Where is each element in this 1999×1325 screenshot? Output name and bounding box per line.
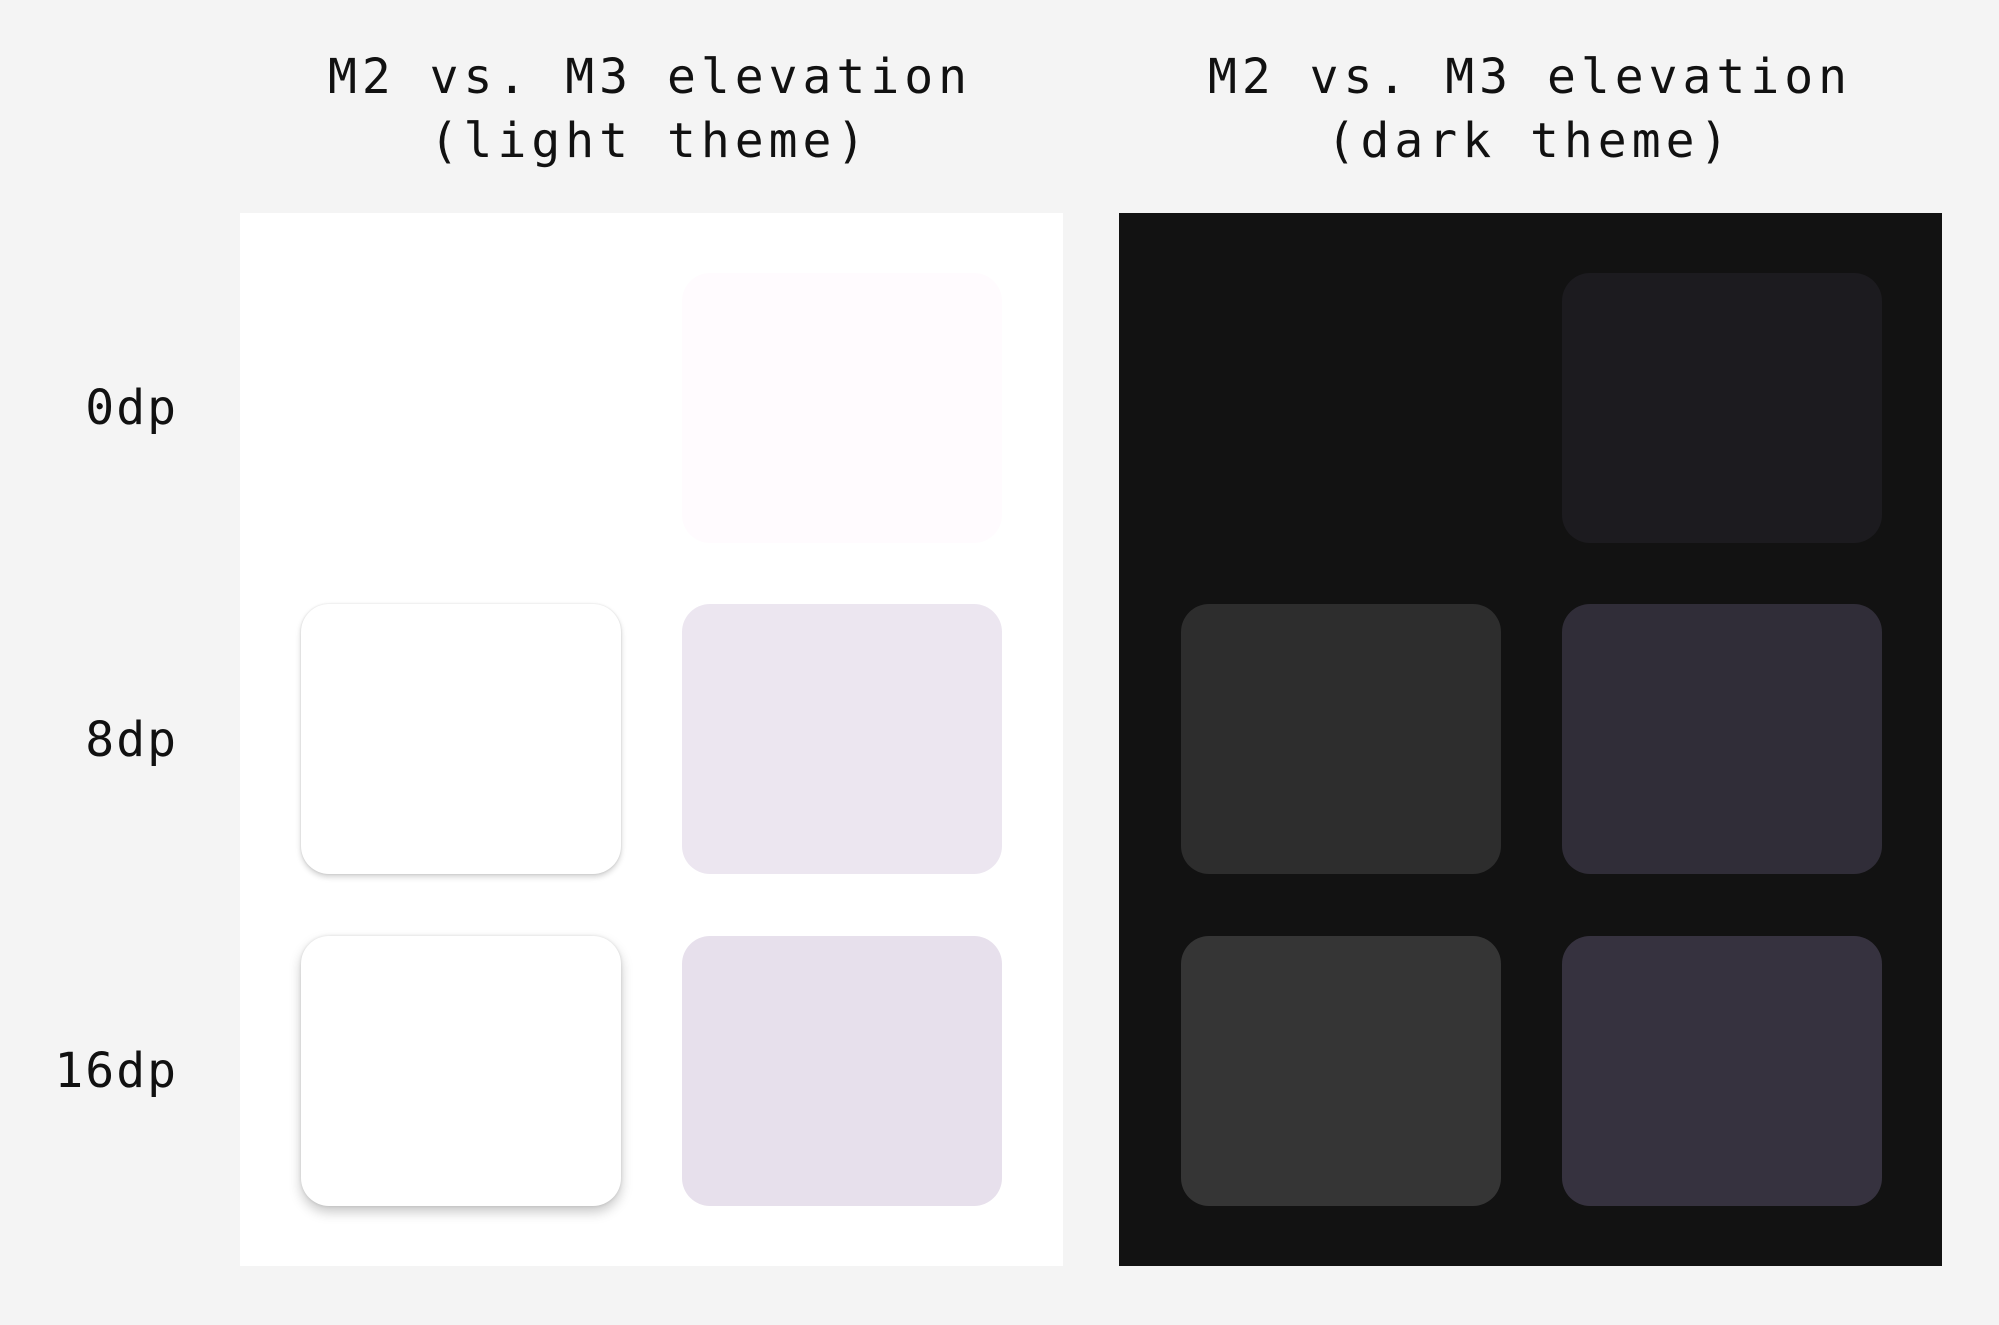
m3-card: [682, 936, 1002, 1206]
m2-card: [1181, 936, 1501, 1206]
row-label: 0dp: [85, 380, 178, 436]
panel-title: M2 vs. M3 elevation (light theme): [200, 45, 1100, 173]
title-line: (dark theme): [1326, 113, 1734, 169]
m2-card: [301, 604, 621, 874]
row-label: 16dp: [54, 1043, 178, 1099]
m2-card: [301, 936, 621, 1206]
m3-card: [1562, 273, 1882, 543]
m3-card: [682, 604, 1002, 874]
row-label: 8dp: [85, 712, 178, 768]
dark-panel: [1119, 213, 1942, 1266]
title-line: M2 vs. M3 elevation: [1207, 49, 1853, 105]
panel-title: M2 vs. M3 elevation (dark theme): [1080, 45, 1980, 173]
m3-card: [1562, 604, 1882, 874]
m2-card: [1181, 604, 1501, 874]
light-panel: [240, 213, 1063, 1266]
title-line: M2 vs. M3 elevation: [327, 49, 973, 105]
m3-card: [1562, 936, 1882, 1206]
m3-card: [682, 273, 1002, 543]
title-line: (light theme): [429, 113, 871, 169]
